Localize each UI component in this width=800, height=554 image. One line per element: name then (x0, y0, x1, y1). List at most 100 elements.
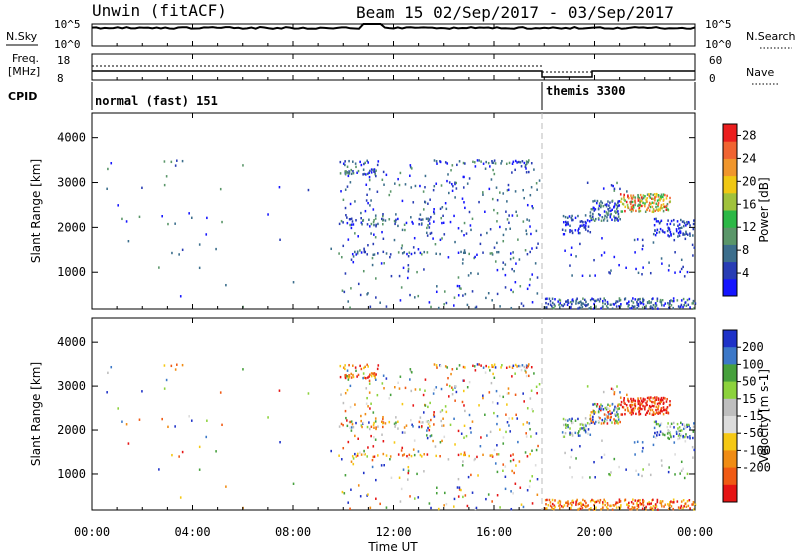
velocity-cell (535, 385, 538, 389)
velocity-cell (344, 364, 346, 367)
velocity-cell (662, 433, 664, 436)
velocity-cell (685, 433, 687, 436)
power-cell (410, 167, 413, 170)
power-scatter (106, 159, 697, 310)
velocity-cell (457, 477, 460, 481)
power-cell (357, 169, 360, 173)
velocity-cell (644, 405, 646, 408)
velocity-cell (628, 400, 630, 403)
velocity-cell (444, 365, 447, 368)
velocity-cell (636, 502, 638, 505)
power-cell (370, 171, 373, 174)
velocity-cell (682, 499, 685, 502)
power-cell (423, 268, 425, 271)
power-cell (613, 189, 616, 192)
velocity-cell (594, 402, 596, 406)
velocity-cell (502, 469, 504, 472)
power-cell (528, 219, 531, 222)
velocity-cell (496, 494, 499, 497)
power-cell (413, 296, 416, 299)
velocity-cell (536, 493, 539, 496)
velocity-cell (529, 452, 531, 456)
power-cell (462, 251, 465, 255)
velocity-cell (679, 472, 681, 475)
velocity-cell (655, 408, 657, 412)
power-cell (659, 300, 662, 303)
velocity-cell (642, 498, 644, 502)
power-cell (693, 219, 695, 222)
velocity-cell (493, 363, 496, 366)
velocity-colorbar-tick-label: 50 (742, 375, 756, 389)
velocity-cell (330, 449, 333, 453)
power-cell (373, 253, 376, 256)
velocity-cell (615, 506, 618, 509)
power-cell (652, 197, 654, 201)
velocity-cell (466, 386, 469, 389)
power-cell (589, 214, 592, 217)
power-cell (381, 230, 383, 234)
power-cell (614, 216, 616, 220)
power-cell (583, 298, 586, 302)
velocity-cell (617, 407, 619, 411)
velocity-cell (478, 363, 480, 366)
power-cell (673, 223, 675, 226)
velocity-cell (464, 366, 466, 369)
power-cell (611, 307, 614, 310)
velocity-cell (446, 366, 449, 369)
velocity-cell (426, 436, 429, 440)
power-cell (632, 301, 635, 304)
power-cell (602, 219, 605, 222)
power-cell (493, 159, 496, 162)
power-cell (654, 233, 657, 237)
power-cell (524, 164, 527, 167)
velocity-cell (637, 499, 640, 502)
velocity-cell (656, 498, 659, 502)
velocity-cell (536, 391, 538, 395)
power-cell (482, 162, 485, 165)
velocity-cell (428, 428, 431, 432)
power-cell (617, 200, 620, 203)
velocity-cell (634, 402, 636, 405)
power-cell (465, 232, 468, 235)
velocity-cell (409, 369, 412, 373)
velocity-cell (526, 421, 528, 424)
velocity-cell (355, 455, 358, 458)
velocity-cell (406, 478, 409, 481)
velocity-cell (421, 421, 424, 424)
velocity-cell (349, 420, 352, 424)
velocity-cell (631, 403, 634, 407)
power-cell (656, 208, 658, 211)
velocity-cell (424, 389, 426, 392)
power-cell (659, 197, 662, 200)
power-cell (592, 218, 595, 221)
power-cell (165, 175, 168, 178)
velocity-cell (496, 402, 499, 405)
power-cell (401, 199, 404, 203)
velocity-cell (560, 505, 563, 508)
velocity-cell (646, 396, 649, 400)
velocity-cell (570, 419, 573, 423)
power-cell (349, 181, 352, 184)
velocity-cell (577, 508, 579, 511)
power-cell (609, 216, 612, 219)
power-cell (521, 160, 524, 163)
power-cell (388, 193, 391, 197)
velocity-cell (363, 451, 366, 455)
power-cell (636, 302, 639, 306)
velocity-cell (562, 417, 565, 421)
velocity-cell (350, 420, 353, 423)
power-cell (671, 299, 674, 303)
power-cell (461, 197, 464, 200)
velocity-cell (655, 398, 657, 402)
velocity-cell (368, 427, 371, 431)
power-cell (673, 238, 676, 242)
power-cell (372, 168, 374, 172)
velocity-cell (422, 411, 425, 414)
velocity-cell (685, 505, 688, 509)
power-cell (524, 249, 527, 252)
velocity-cell (349, 426, 351, 429)
power-cell (664, 205, 666, 208)
power-cell (581, 305, 584, 309)
velocity-cell (462, 389, 465, 393)
velocity-cell (684, 502, 687, 505)
